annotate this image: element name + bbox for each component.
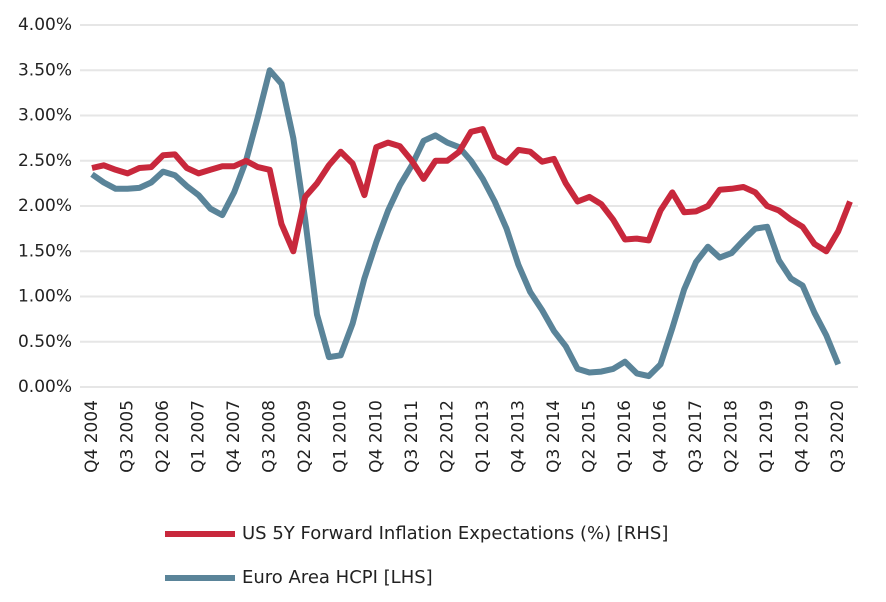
series-line [91, 126, 853, 255]
y-tick-label: 4.00% [18, 15, 72, 35]
x-tick-label: Q4 2010 [366, 400, 386, 473]
y-tick-label: 2.50% [18, 151, 72, 171]
x-tick-label: Q2 2009 [295, 400, 315, 473]
y-tick-label: 1.00% [18, 287, 72, 307]
series-line [90, 67, 841, 380]
x-tick-label: Q2 2015 [579, 400, 599, 473]
x-tick-label: Q3 2017 [686, 400, 706, 473]
x-tick-label: Q2 2006 [153, 400, 173, 473]
x-tick-label: Q3 2020 [828, 400, 848, 473]
x-tick-label: Q3 2005 [118, 400, 138, 473]
x-tick-label: Q4 2016 [651, 400, 671, 473]
y-tick-label: 3.00% [18, 106, 72, 126]
x-tick-label: Q3 2014 [544, 400, 564, 473]
x-tick-label: Q4 2007 [224, 400, 244, 473]
legend-label: Euro Area HCPI [LHS] [242, 567, 433, 588]
x-tick-label: Q1 2007 [189, 400, 209, 473]
x-tick-label: Q2 2012 [437, 400, 457, 473]
x-tick-label: Q3 2011 [402, 400, 422, 473]
x-tick-label: Q1 2010 [331, 400, 351, 473]
y-tick-label: 3.50% [18, 60, 72, 80]
x-tick-label: Q4 2019 [793, 400, 813, 473]
y-tick-label: 0.00% [18, 377, 72, 397]
y-tick-label: 0.50% [18, 332, 72, 352]
x-tick-label: Q4 2004 [82, 400, 102, 473]
x-tick-label: Q4 2013 [508, 400, 528, 473]
x-tick-label: Q2 2018 [722, 400, 742, 473]
x-tick-label: Q3 2008 [260, 400, 280, 473]
y-tick-label: 2.00% [18, 196, 72, 216]
x-tick-label: Q1 2019 [757, 400, 777, 473]
x-tick-label: Q1 2016 [615, 400, 635, 473]
y-tick-label: 1.50% [18, 241, 72, 261]
legend-label: US 5Y Forward Inflation Expectations (%)… [242, 523, 668, 544]
x-tick-label: Q1 2013 [473, 400, 493, 473]
